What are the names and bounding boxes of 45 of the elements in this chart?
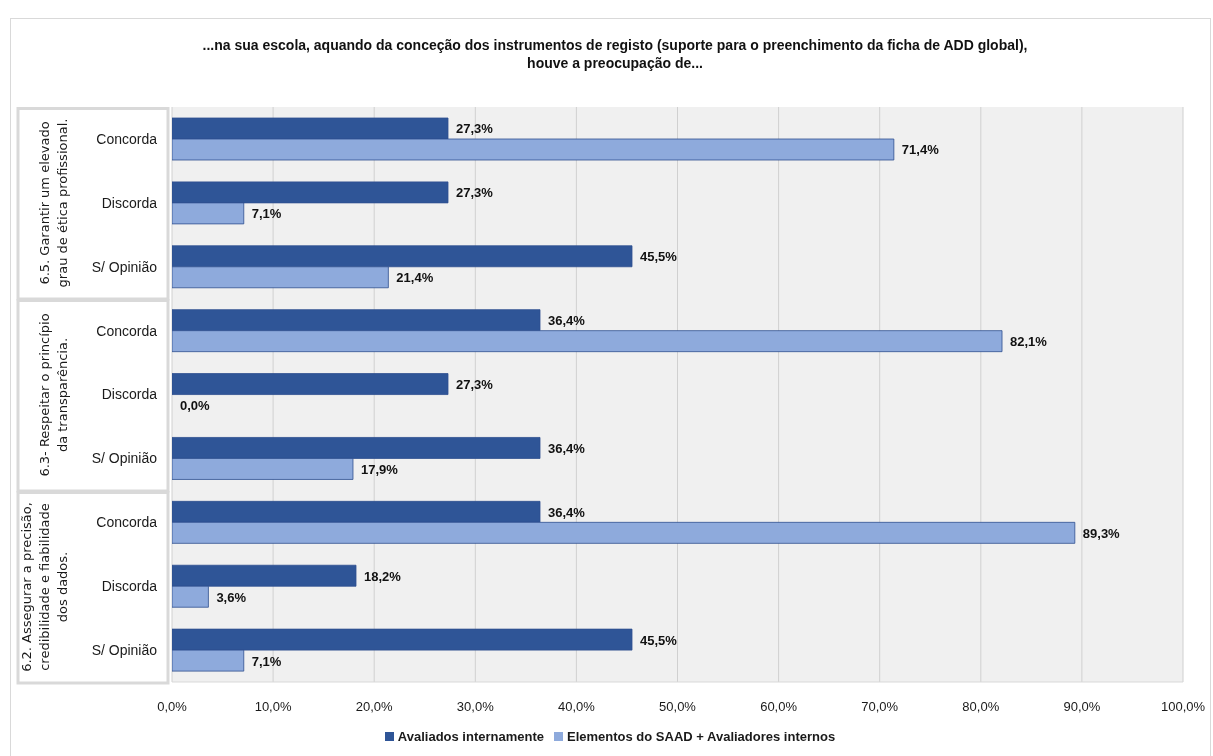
data-label: 27,3% xyxy=(456,185,494,200)
data-label: 21,4% xyxy=(396,270,434,285)
data-label: 27,3% xyxy=(456,121,494,136)
y-tick-label: Concorda xyxy=(96,322,158,339)
text: 6.3- Respeitar o princípio da transparência. xyxy=(36,313,70,477)
text: 6.2. Assegurar a precisão, credibilidade e fiabilidade dos dados. xyxy=(18,502,70,672)
data-label: 7,1% xyxy=(251,206,282,221)
data-label: 0,0% xyxy=(180,398,211,413)
x-tick-label: 100,0% xyxy=(1160,699,1206,715)
x-tick-label: 0,0% xyxy=(157,699,188,715)
data-label: 27,3% xyxy=(456,377,494,392)
text: 6.5. Garantir um elevado grau de ética profissional. xyxy=(36,118,70,288)
chart-title: ...na sua escola, aquando da conceção dos instrumentos de registo (suporte para o preenchimento da ficha de ADD global), houve a preocupação de... xyxy=(201,36,1029,72)
x-tick-label: 60,0% xyxy=(760,699,798,715)
y-tick-label: Concorda xyxy=(96,130,158,147)
x-tick-label: 10,0% xyxy=(254,699,292,715)
data-label: 36,4% xyxy=(548,313,586,328)
data-label: 7,1% xyxy=(251,654,282,669)
data-label: 18,2% xyxy=(364,569,402,584)
data-label: 36,4% xyxy=(548,505,586,520)
data-label: 45,5% xyxy=(640,249,678,264)
y-tick-label: Discorda xyxy=(101,386,158,403)
y-tick-label: Concorda xyxy=(96,514,158,531)
y-tick-label: S/ Opinião xyxy=(91,258,158,275)
data-label: 36,4% xyxy=(548,441,586,456)
data-label: 71,4% xyxy=(901,142,940,157)
x-tick-label: 70,0% xyxy=(861,699,899,715)
legend-label: Avaliados internamente xyxy=(397,729,545,744)
y-tick-label: Discorda xyxy=(101,194,158,211)
x-tick-label: 20,0% xyxy=(355,699,394,715)
legend-label: Elementos do SAAD + Avaliadores internos xyxy=(567,729,836,744)
x-tick-label: 80,0% xyxy=(962,699,1000,715)
y-tick-label: S/ Opinião xyxy=(91,450,158,467)
data-label: 82,1% xyxy=(1010,334,1048,349)
y-tick-label: S/ Opinião xyxy=(91,642,158,659)
x-tick-label: 50,0% xyxy=(659,699,697,715)
data-label: 45,5% xyxy=(640,633,678,648)
x-tick-label: 30,0% xyxy=(456,699,495,715)
x-tick-label: 90,0% xyxy=(1063,699,1101,715)
data-label: 3,6% xyxy=(216,590,247,605)
data-label: 89,3% xyxy=(1082,526,1121,541)
y-tick-label: Discorda xyxy=(101,578,158,595)
bar xyxy=(172,373,449,395)
data-label: 17,9% xyxy=(360,462,399,477)
x-tick-label: 40,0% xyxy=(557,699,596,715)
